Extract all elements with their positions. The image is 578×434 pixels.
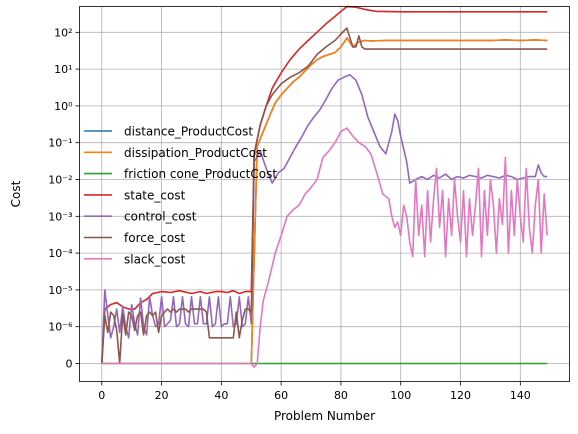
legend-label: friction cone_ProductCost bbox=[124, 167, 277, 181]
x-tick-label: 120 bbox=[450, 389, 471, 402]
x-tick-label: 40 bbox=[214, 389, 228, 402]
legend-label: force_cost bbox=[124, 231, 185, 245]
y-tick-label: 10² bbox=[54, 26, 72, 39]
x-tick-label: 140 bbox=[510, 389, 531, 402]
y-tick-label: 10⁻⁵ bbox=[48, 284, 72, 297]
y-tick-label: 10⁻³ bbox=[48, 210, 72, 223]
y-tick-label: 10⁻⁴ bbox=[48, 247, 73, 260]
series-line-force-cost bbox=[101, 27, 548, 365]
series-group bbox=[101, 5, 548, 368]
series-line-control-cost bbox=[101, 74, 548, 364]
y-axis-label: Cost bbox=[9, 180, 23, 207]
y-tick-label: 10⁰ bbox=[54, 100, 73, 113]
x-tick-label: 20 bbox=[155, 389, 169, 402]
legend-label: control_cost bbox=[124, 210, 197, 224]
plot-frame bbox=[79, 6, 570, 382]
x-tick-label: 60 bbox=[274, 389, 288, 402]
y-tick-label: 10³ bbox=[54, 0, 72, 3]
x-axis-label: Problem Number bbox=[274, 409, 375, 423]
legend-label: distance_ProductCost bbox=[124, 125, 253, 139]
x-tick-label: 0 bbox=[98, 389, 105, 402]
x-tick-label: 80 bbox=[334, 389, 348, 402]
y-tick-label: 10⁻¹ bbox=[48, 137, 72, 150]
y-tick-label: 0 bbox=[66, 358, 73, 371]
legend-label: slack_cost bbox=[124, 252, 186, 266]
y-tick-label: 10⁻⁶ bbox=[48, 321, 73, 334]
x-tick-label: 100 bbox=[390, 389, 411, 402]
y-tick-label: 10¹ bbox=[54, 63, 72, 76]
y-tick-label: 10⁻² bbox=[48, 174, 72, 187]
series-line-slack-cost bbox=[101, 127, 548, 368]
legend-label: state_cost bbox=[124, 188, 186, 202]
legend: distance_ProductCost dissipation_ProductC… bbox=[84, 125, 277, 266]
y-axis-ticks: 0 10⁻⁶ 10⁻⁵ 10⁻⁴ 10⁻³ 10⁻² 10⁻¹ 10⁰ 10¹ 10² 10³ bbox=[48, 0, 80, 371]
series-line-dissipation-productcost bbox=[250, 37, 548, 364]
legend-label: dissipation_ProductCost bbox=[124, 146, 267, 160]
x-axis-ticks: 0 20 40 60 80 100 120 140 bbox=[98, 381, 531, 402]
